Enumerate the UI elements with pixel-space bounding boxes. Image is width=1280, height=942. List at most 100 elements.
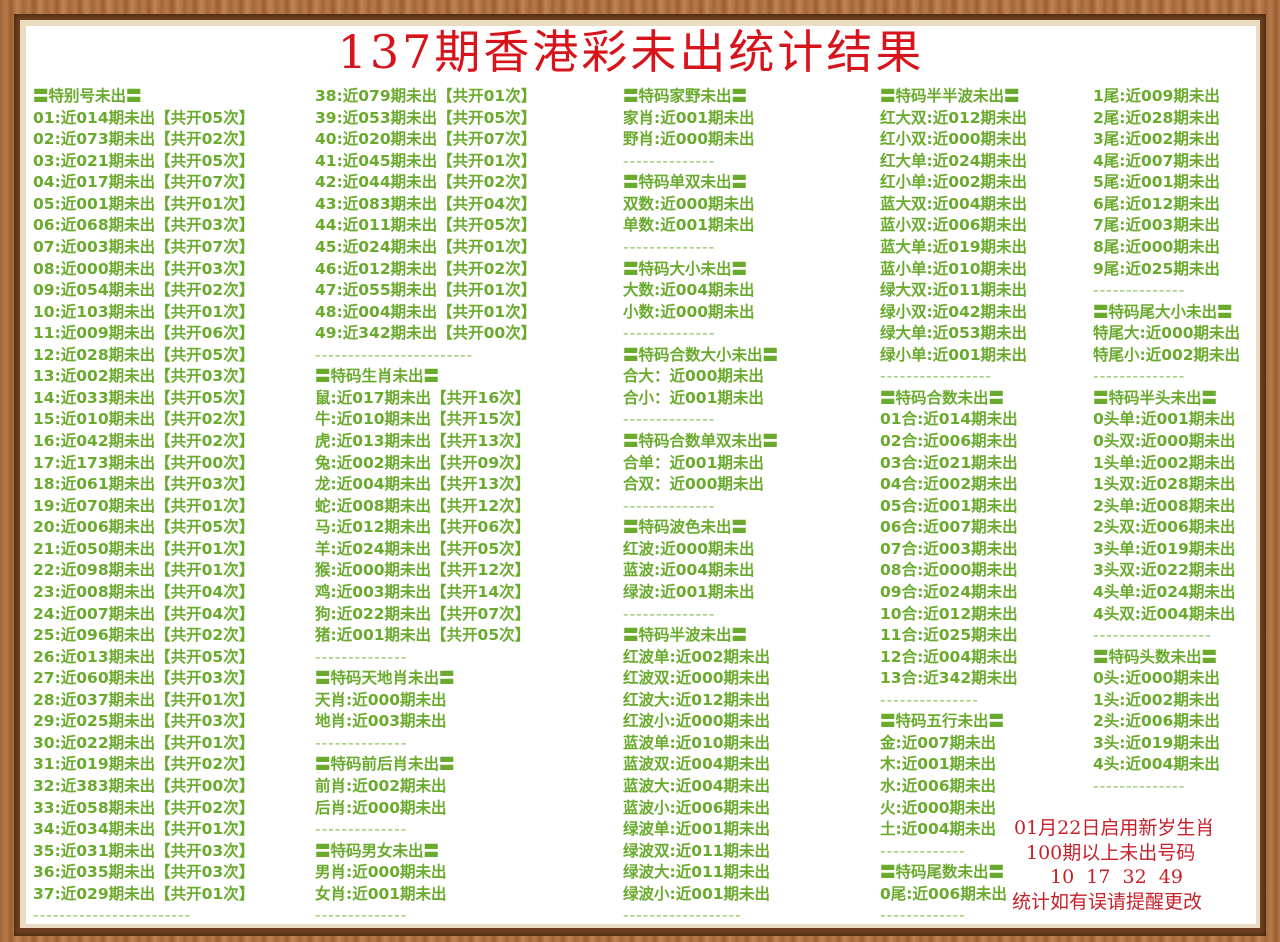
- stat-item: 兔:近002期未出【共开09次】: [315, 453, 531, 472]
- stat-item: 45:近024期未出【共开01次】: [315, 237, 537, 256]
- stat-item: 特尾小:近002期未出: [1093, 345, 1241, 364]
- stat-item: 女肖:近001期未出: [315, 884, 447, 903]
- section-header: 〓特码半波未出〓: [623, 626, 748, 645]
- stat-item: 猪:近001期未出【共开05次】: [315, 626, 531, 645]
- divider: ------------------: [623, 906, 742, 925]
- stat-item: 09:近054期未出【共开02次】: [33, 281, 255, 300]
- stat-item: 水:近006期未出: [880, 777, 997, 795]
- stat-item: 33:近058期未出【共开02次】: [33, 798, 255, 817]
- section-header: 〓特码男女未出〓: [315, 841, 440, 860]
- stat-item: 绿波单:近001期未出: [623, 820, 771, 839]
- section-header: 〓特码天地肖未出〓: [315, 669, 455, 688]
- stat-item: 红大单:近024期未出: [880, 151, 1028, 170]
- stat-item: 野肖:近000期未出: [623, 130, 755, 149]
- divider: --------------: [623, 604, 716, 623]
- content-sheet: [26, 26, 1256, 924]
- stat-item: 1头双:近028期未出: [1093, 475, 1236, 494]
- stat-item: 蓝小双:近006期未出: [880, 216, 1028, 235]
- stat-item: 29:近025期未出【共开03次】: [33, 712, 255, 731]
- notice-line: 统计如有误请提醒更改: [1012, 890, 1203, 913]
- stat-item: 05合:近001期未出: [880, 496, 1018, 515]
- column-3: 〓特码家野未出〓 家肖:近001期未出 野肖:近000期未出 ------------…: [623, 86, 778, 927]
- stat-item: 绿大单:近053期未出: [880, 324, 1028, 343]
- stat-item: 48:近004期未出【共开01次】: [315, 302, 537, 321]
- stat-item: 特尾大:近000期未出: [1093, 324, 1241, 343]
- section-header: 〓特码家野未出〓: [623, 87, 748, 105]
- stat-item: 36:近035期未出【共开03次】: [33, 863, 255, 882]
- stat-item: 猴:近000期未出【共开12次】: [315, 561, 531, 580]
- divider: --------------: [623, 410, 716, 429]
- section-header: 〓特码前后肖未出〓: [315, 755, 455, 774]
- section-header: 〓特码头数未出〓: [1093, 647, 1218, 666]
- stat-item: 绿波双:近011期未出: [623, 841, 771, 860]
- stat-item: 15:近010期未出【共开02次】: [33, 410, 255, 429]
- stat-item: 蓝波双:近004期未出: [623, 755, 771, 774]
- stat-item: 31:近019期未出【共开02次】: [33, 755, 255, 774]
- stat-item: 21:近050期未出【共开01次】: [33, 539, 255, 558]
- stat-item: 7尾:近003期未出: [1093, 216, 1220, 235]
- divider: --------------: [623, 151, 716, 170]
- stat-item: 37:近029期未出【共开01次】: [33, 884, 255, 903]
- stat-item: 1尾:近009期未出: [1093, 87, 1220, 105]
- stat-item: 鸡:近003期未出【共开14次】: [315, 582, 531, 601]
- divider: --------------: [315, 820, 408, 839]
- stat-item: 红波小:近000期未出: [623, 712, 771, 731]
- stat-item: 02合:近006期未出: [880, 432, 1018, 450]
- section-header: 〓特码半半波未出〓: [880, 87, 1020, 105]
- divider: --------------: [623, 324, 716, 343]
- stat-item: 10合:近012期未出: [880, 604, 1018, 623]
- divider: -------------: [880, 841, 966, 860]
- stat-item: 合小：近001期未出: [623, 388, 764, 407]
- stat-item: 天肖:近000期未出: [315, 690, 447, 709]
- column-5: 1尾:近009期未出 2尾:近028期未出 3尾:近002期未出 4尾:近007期未出…: [1093, 86, 1240, 798]
- stat-item: 43:近083期未出【共开04次】: [315, 194, 537, 213]
- stat-item: 3头:近019期未出: [1093, 733, 1220, 752]
- stat-item: 蓝波:近004期未出: [623, 561, 755, 580]
- stat-item: 龙:近004期未出【共开13次】: [315, 475, 531, 494]
- stat-item: 11合:近025期未出: [880, 626, 1018, 645]
- section-header: 〓特码尾大小未出〓: [1093, 302, 1233, 321]
- stat-item: 8尾:近000期未出: [1093, 237, 1220, 256]
- stat-item: 绿小双:近042期未出: [880, 302, 1028, 321]
- stat-item: 9尾:近025期未出: [1093, 259, 1220, 278]
- stat-item: 06合:近007期未出: [880, 518, 1018, 537]
- stat-item: 绿大双:近011期未出: [880, 281, 1028, 300]
- stat-item: 03:近021期未出【共开05次】: [33, 151, 255, 170]
- stat-item: 蓝波小:近006期未出: [623, 798, 771, 817]
- stat-item: 49:近342期未出【共开00次】: [315, 324, 537, 343]
- stat-item: 家肖:近001期未出: [623, 108, 755, 127]
- stat-item: 合单：近001期未出: [623, 453, 764, 472]
- stat-item: 木:近001期未出: [880, 755, 997, 774]
- divider: ------------------------: [33, 906, 192, 925]
- stat-item: 红波单:近002期未出: [623, 647, 771, 666]
- divider: --------------: [315, 647, 408, 666]
- stat-item: 42:近044期未出【共开02次】: [315, 173, 537, 192]
- stat-item: 2尾:近028期未出: [1093, 108, 1220, 127]
- stat-item: 4头双:近004期未出: [1093, 604, 1236, 623]
- stat-item: 蛇:近008期未出【共开12次】: [315, 496, 531, 515]
- stat-item: 41:近045期未出【共开01次】: [315, 151, 537, 170]
- section-header: 〓特码半头未出〓: [1093, 388, 1218, 407]
- stat-item: 红小单:近002期未出: [880, 173, 1028, 192]
- stat-item: 28:近037期未出【共开01次】: [33, 690, 255, 709]
- stat-item: 34:近034期未出【共开01次】: [33, 820, 255, 839]
- stat-item: 24:近007期未出【共开04次】: [33, 604, 255, 623]
- stat-item: 22:近098期未出【共开01次】: [33, 561, 255, 580]
- stat-item: 绿波:近001期未出: [623, 582, 755, 601]
- stat-item: 3头单:近019期未出: [1093, 539, 1236, 558]
- section-header: 〓特码波色未出〓: [623, 518, 748, 537]
- stat-item: 17:近173期未出【共开00次】: [33, 453, 255, 472]
- stat-item: 马:近012期未出【共开06次】: [315, 518, 531, 537]
- stat-item: 虎:近013期未出【共开13次】: [315, 432, 531, 450]
- stat-item: 26:近013期未出【共开05次】: [33, 647, 255, 666]
- stat-item: 01:近014期未出【共开05次】: [33, 108, 255, 127]
- notice-numbers: 10 17 32 49: [1050, 866, 1183, 888]
- section-header: 〓特码合数单双未出〓: [623, 432, 779, 450]
- stat-item: 蓝大单:近019期未出: [880, 237, 1028, 256]
- stat-item: 23:近008期未出【共开04次】: [33, 582, 255, 601]
- stat-item: 07合:近003期未出: [880, 539, 1018, 558]
- stat-item: 牛:近010期未出【共开15次】: [315, 410, 531, 429]
- divider: --------------: [623, 496, 716, 515]
- section-header: 〓特码合数大小未出〓: [623, 345, 779, 364]
- stat-item: 5尾:近001期未出: [1093, 173, 1220, 192]
